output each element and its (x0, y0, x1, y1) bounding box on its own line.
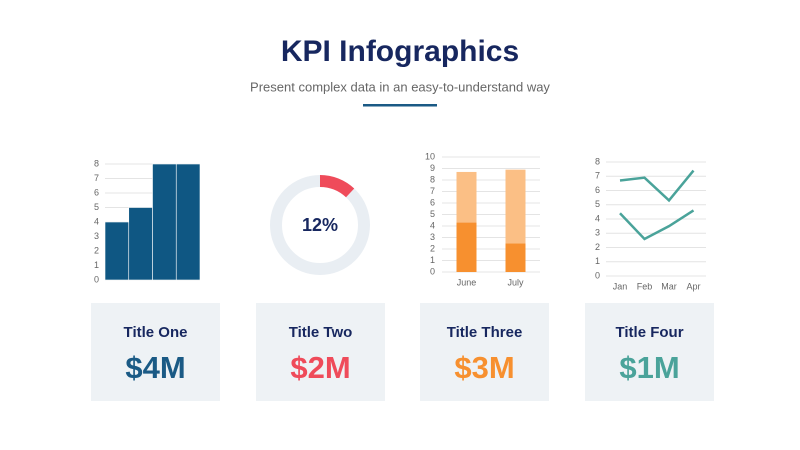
y-tick-label: 7 (595, 171, 600, 181)
y-tick-label: 8 (94, 158, 99, 168)
line (619, 169, 695, 203)
y-tick-label: 1 (94, 260, 99, 270)
y-tick-label: 7 (430, 186, 435, 196)
card (585, 303, 714, 401)
donut-arc (319, 175, 355, 198)
y-tick-label: 3 (94, 231, 99, 241)
y-tick-label: 7 (94, 173, 99, 183)
y-tick-label: 0 (595, 270, 600, 280)
title: KPI Infographics (281, 35, 519, 68)
card (256, 303, 385, 401)
y-tick-label: 10 (425, 151, 435, 161)
y-tick-label: 9 (430, 163, 435, 173)
divider (363, 104, 437, 107)
bar (104, 221, 130, 281)
bar (128, 207, 153, 281)
line (619, 209, 695, 241)
y-tick-label: 0 (94, 274, 99, 284)
card-value: $1M (619, 350, 679, 385)
y-tick-label: 3 (595, 228, 600, 238)
x-tick-label: Apr (686, 281, 700, 291)
x-tick-label: Mar (661, 281, 677, 291)
y-tick-label: 4 (430, 220, 435, 230)
card-value: $2M (290, 350, 350, 385)
card (420, 303, 549, 401)
y-tick-label: 5 (94, 202, 99, 212)
card-value: $4M (125, 350, 185, 385)
y-tick-label: 2 (595, 242, 600, 252)
y-tick-label: 6 (595, 185, 600, 195)
y-tick-label: 4 (595, 213, 600, 223)
y-tick-label: 3 (430, 232, 435, 242)
card-value: $3M (454, 350, 514, 385)
x-tick-label: Feb (637, 281, 653, 291)
x-tick-label: July (507, 277, 524, 287)
bar (175, 163, 201, 281)
bar-segment (505, 169, 526, 244)
y-tick-label: 6 (94, 187, 99, 197)
subtitle: Present complex data in an easy-to-under… (250, 79, 550, 94)
y-tick-label: 1 (430, 255, 435, 265)
y-tick-label: 6 (430, 197, 435, 207)
y-tick-label: 8 (430, 174, 435, 184)
y-tick-label: 2 (94, 245, 99, 255)
card-title: Title One (124, 324, 188, 341)
card (91, 303, 220, 401)
y-tick-label: 1 (595, 256, 600, 266)
bar-segment (456, 171, 477, 223)
bar-segment (505, 243, 526, 272)
y-tick-label: 5 (595, 199, 600, 209)
y-tick-label: 2 (430, 243, 435, 253)
y-tick-label: 4 (94, 216, 99, 226)
y-tick-label: 8 (595, 156, 600, 166)
y-tick-label: 0 (430, 266, 435, 276)
card-title: Title Four (615, 324, 683, 341)
bar-segment (456, 222, 477, 272)
bar (152, 163, 177, 281)
donut-label: 12% (302, 215, 338, 235)
y-tick-label: 5 (430, 209, 435, 219)
x-tick-label: Jan (613, 281, 628, 291)
x-tick-label: June (457, 277, 477, 287)
card-title: Title Three (447, 324, 523, 341)
card-title: Title Two (289, 324, 353, 341)
